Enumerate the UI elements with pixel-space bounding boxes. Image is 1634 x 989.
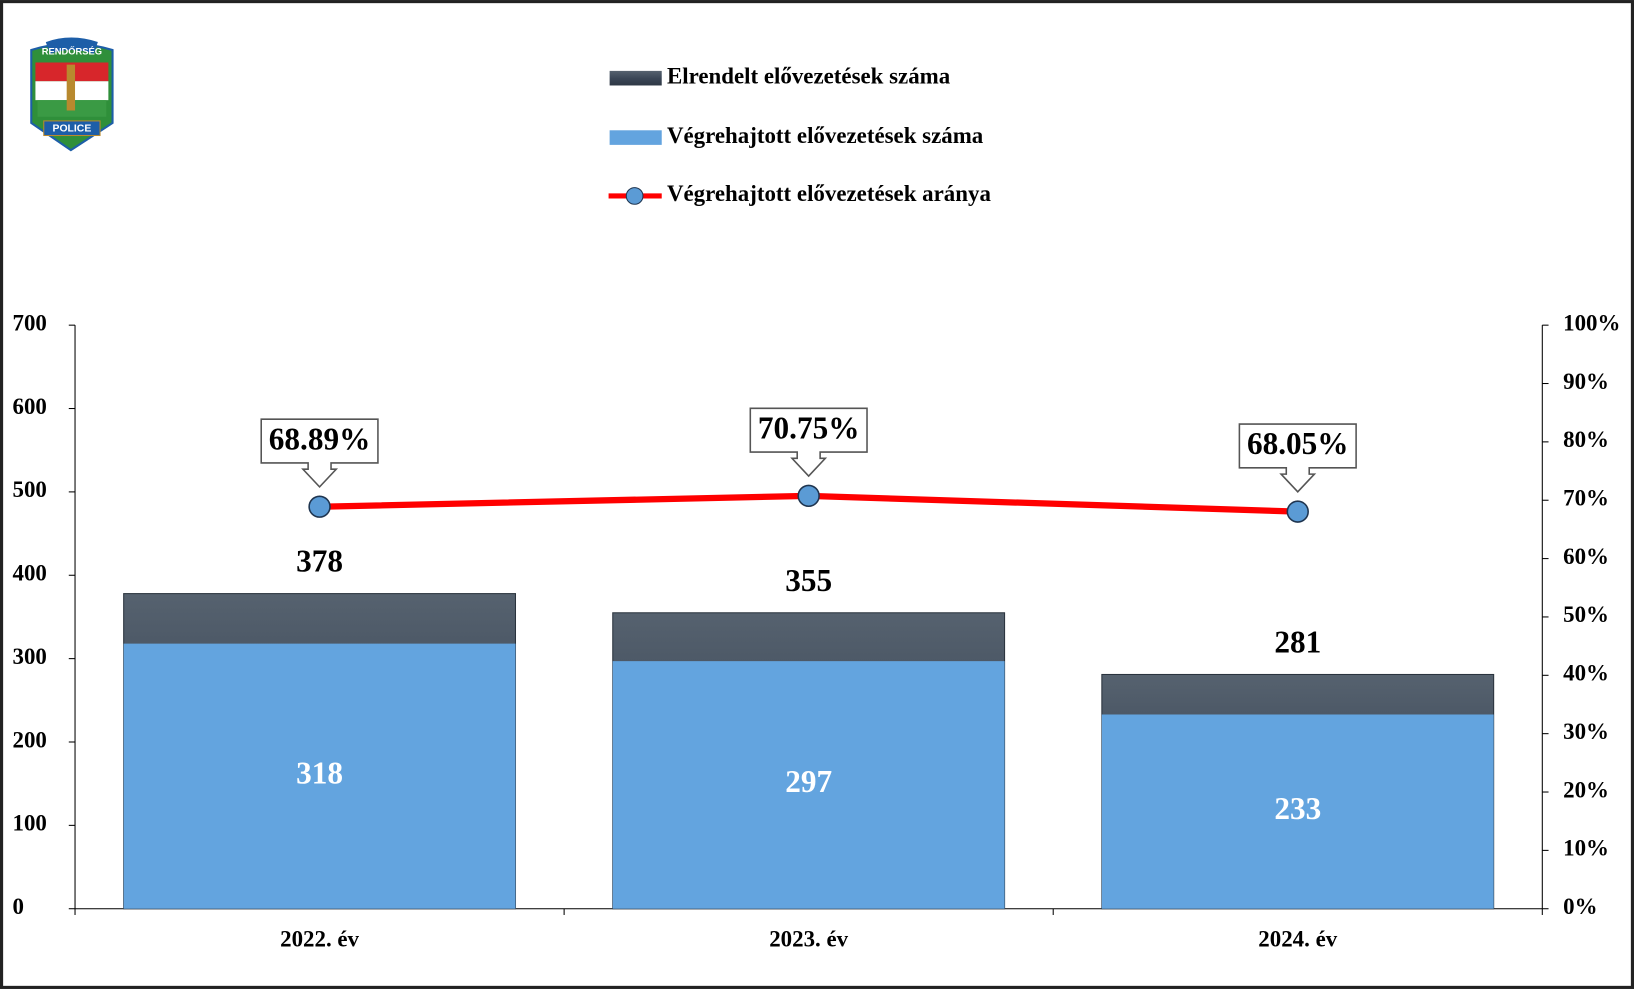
y2-tick-label: 70% [1563, 485, 1609, 510]
legend-label: Végrehajtott elővezetések aránya [667, 181, 992, 206]
data-label: 70.75% [758, 410, 860, 445]
y2-tick-label: 0% [1563, 894, 1597, 919]
marker [1286, 500, 1309, 523]
y-tick-label: 0 [13, 894, 24, 919]
data-label: 233 [1274, 791, 1321, 826]
logo-text: RENDŐRSÉG [42, 46, 102, 57]
y2-tick-label: 50% [1563, 602, 1609, 627]
callout [1238, 423, 1357, 493]
data-label: 318 [296, 755, 343, 790]
bar [123, 643, 516, 909]
data-label: 378 [296, 544, 343, 579]
x-tick-label: 2022. év [280, 926, 359, 951]
legend-label: Végrehajtott elővezetések száma [667, 123, 984, 148]
logo-text: POLICE [53, 123, 92, 134]
x-tick-label: 2023. év [769, 926, 848, 951]
callout [260, 418, 379, 489]
y-tick-label: 100 [13, 811, 47, 836]
data-label: 68.89% [269, 421, 371, 456]
data-label: 68.05% [1247, 426, 1349, 461]
y2-tick-label: 30% [1563, 719, 1609, 744]
data-label: 297 [785, 764, 832, 799]
data-label: 281 [1274, 624, 1321, 659]
marker [308, 495, 331, 518]
y2-tick-label: 60% [1563, 544, 1609, 569]
logo: RENDŐRSÉG POLICE [30, 37, 114, 152]
y-tick-label: 300 [13, 644, 47, 669]
y-tick-label: 500 [13, 477, 47, 502]
bar [612, 661, 1005, 909]
y2-tick-label: 80% [1563, 427, 1609, 452]
callout [749, 407, 868, 478]
y2-tick-label: 100% [1563, 310, 1620, 335]
legend-swatch [609, 130, 662, 145]
x-tick-label: 2024. év [1258, 926, 1337, 951]
legend-swatch [625, 187, 644, 205]
legend-label: Elrendelt elővezetések száma [667, 63, 951, 88]
y2-tick-label: 20% [1563, 777, 1609, 802]
bar [1101, 714, 1494, 909]
y-tick-label: 600 [13, 394, 47, 419]
marker [797, 484, 820, 508]
y-tick-label: 200 [13, 727, 47, 752]
y2-tick-label: 40% [1563, 661, 1609, 686]
y2-tick-label: 90% [1563, 369, 1609, 394]
y-tick-label: 700 [13, 310, 47, 335]
legend-swatch [609, 70, 662, 86]
y2-tick-label: 10% [1563, 836, 1609, 861]
data-label: 355 [785, 563, 832, 598]
y-tick-label: 400 [13, 561, 47, 586]
